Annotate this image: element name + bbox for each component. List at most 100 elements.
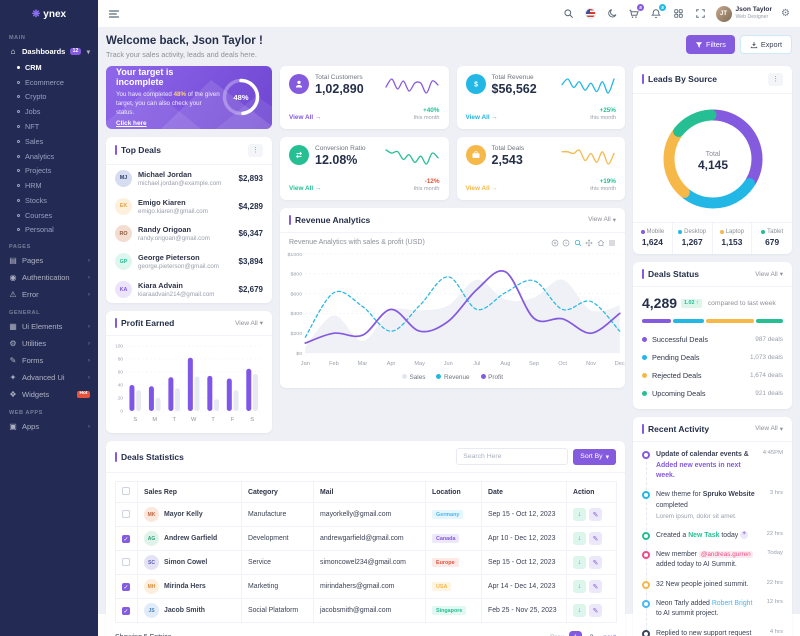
reset-home-icon[interactable] — [597, 239, 605, 247]
menu-icon[interactable] — [608, 239, 616, 247]
panning-icon[interactable] — [585, 239, 593, 247]
top-deal-row-emigo-kiaren[interactable]: EK Emigo Kiaren emigo.kiaren@gmail.com $4,2… — [106, 192, 272, 220]
fullscreen-icon[interactable] — [694, 7, 707, 20]
legend-item-sales: Sales — [401, 373, 425, 381]
pagination-next[interactable]: next — [603, 634, 616, 636]
sidebar-item-apps[interactable]: ▣ Apps › — [9, 422, 90, 432]
download-button[interactable]: ↓ — [573, 532, 586, 546]
download-button[interactable]: ↓ — [573, 580, 586, 594]
sidebar-item-forms[interactable]: ✎ Forms › — [9, 356, 90, 366]
top-deal-row-kiara-advain[interactable]: KA Kiara Advain kiaraadvain214@gmail.com $2… — [106, 276, 272, 304]
row-checkbox[interactable]: ✓ — [122, 534, 130, 543]
selection-zoom-icon[interactable] — [574, 239, 582, 247]
filters-button[interactable]: Filters — [686, 35, 735, 54]
notifications-bell-icon[interactable]: 5 — [650, 3, 666, 20]
sidebar-subitem-stocks[interactable]: Stocks — [0, 193, 98, 208]
sidebar-item-widgets[interactable]: ❖ Widgets Hot — [0, 386, 98, 403]
edit-button[interactable]: ✎ — [589, 532, 602, 546]
stat-view-all-link[interactable]: View All → — [289, 184, 322, 192]
download-button[interactable]: ↓ — [573, 556, 586, 570]
zoom-in-icon[interactable] — [551, 239, 559, 247]
target-click-here-link[interactable]: Click here — [116, 120, 147, 128]
table-row-andrew-garfield: ✓ AG Andrew Garfield Development andrewgarfi… — [115, 526, 617, 552]
svg-text:60: 60 — [118, 370, 124, 375]
sort-by-button[interactable]: Sort By ▾ — [573, 448, 616, 465]
column-header-location[interactable]: Location — [425, 481, 482, 504]
export-button[interactable]: Export — [739, 35, 792, 54]
sidebar-subitem-ecommerce[interactable]: Ecommerce — [0, 75, 98, 90]
sidebar-subitem-sales[interactable]: Sales — [0, 134, 98, 149]
sidebar-item-dashboards[interactable]: ⌂ Dashboards 12 ▾ — [0, 43, 98, 60]
revenue-analytics-title: Revenue Analytics — [289, 214, 370, 225]
settings-gear-icon[interactable]: ⚙ — [781, 8, 790, 19]
top-deal-row-randy-origoan[interactable]: RO Randy Origoan randy.origoan@gmail.com $6… — [106, 220, 272, 248]
search-icon[interactable] — [562, 7, 575, 20]
row-checkbox[interactable] — [122, 557, 130, 566]
sidebar-subitem-nft[interactable]: NFT — [0, 119, 98, 134]
revenue-analytics-view-all[interactable]: View All ▾ — [588, 216, 616, 224]
location-badge: Germany — [432, 510, 464, 520]
language-flag-icon[interactable] — [584, 7, 597, 20]
svg-text:Jul: Jul — [473, 361, 480, 367]
edit-button[interactable]: ✎ — [589, 508, 602, 522]
avatar: GP — [115, 253, 132, 271]
cart-icon[interactable]: 5 — [628, 3, 644, 20]
apps-grid-icon[interactable] — [672, 7, 685, 20]
sidebar-item-advanced-ui[interactable]: ✦ Advanced Ui › — [9, 373, 90, 383]
dark-mode-moon-icon[interactable] — [606, 7, 619, 20]
leads-more-icon[interactable]: ⋮ — [768, 72, 783, 86]
edit-button[interactable]: ✎ — [589, 580, 602, 594]
sidebar-item-error[interactable]: ⚠ Error › — [9, 290, 90, 300]
pagination-page-1[interactable]: 1 — [569, 631, 583, 636]
stat-view-all-link[interactable]: View All → — [289, 113, 322, 121]
sidebar-subitem-jobs[interactable]: Jobs — [0, 104, 98, 119]
pagination-prev[interactable]: Prev — [550, 634, 564, 636]
profit-earned-view-all[interactable]: View All ▾ — [235, 319, 263, 328]
stat-card-total-revenue: $ Total Revenue $56,562 View All → +25% this … — [456, 65, 625, 129]
sidebar-item-utilities[interactable]: ⚙ Utilities › — [9, 339, 90, 349]
sidebar-item-ui-elements[interactable]: ▦ Ui Elements › — [9, 322, 90, 332]
pagination-page-2[interactable]: 2 — [585, 631, 598, 636]
deals-status-view-all[interactable]: View All ▾ — [755, 270, 783, 279]
row-checkbox[interactable]: ✓ — [122, 582, 130, 591]
sidebar-subitem-personal[interactable]: Personal — [0, 223, 98, 238]
zoom-out-icon[interactable] — [562, 239, 570, 247]
sidebar-subitem-projects[interactable]: Projects — [0, 163, 98, 178]
column-header-date[interactable]: Date — [481, 481, 567, 504]
stat-sparkline — [384, 148, 439, 165]
sidebar-item-authentication[interactable]: ◉ Authentication › — [9, 273, 91, 283]
row-checkbox[interactable] — [122, 509, 130, 518]
download-button[interactable]: ↓ — [573, 604, 586, 618]
column-header-mail[interactable]: Mail — [313, 481, 426, 504]
status-bar-segment — [672, 319, 704, 323]
sidebar-subitem-crm[interactable]: CRM — [0, 60, 98, 75]
sidebar-subitem-hrm[interactable]: HRM — [0, 178, 98, 193]
user-profile-menu[interactable]: JT Json Taylor Web Designer — [715, 5, 772, 22]
download-button[interactable]: ↓ — [573, 508, 586, 522]
brand-logo[interactable]: ❋ ynex — [0, 0, 98, 28]
top-deals-more-icon[interactable]: ⋮ — [248, 143, 263, 157]
top-deal-row-michael-jordan[interactable]: MJ Michael Jordan michael.jordan@example.c… — [106, 165, 272, 193]
sidebar-subitem-courses[interactable]: Courses — [0, 208, 98, 223]
leads-legend-tablet: Tablet 679 — [752, 223, 792, 255]
stat-view-all-link[interactable]: View All → — [465, 113, 498, 121]
hamburger-menu-icon[interactable] — [108, 8, 120, 20]
select-all-checkbox[interactable] — [122, 487, 130, 496]
filter-icon — [695, 41, 703, 48]
date-cell: Sep 15 - Oct 12, 2023 — [481, 502, 567, 528]
recent-activity-card: Recent Activity View All ▾ Update of cale… — [633, 416, 792, 636]
stat-view-all-link[interactable]: View All → — [465, 184, 498, 192]
row-checkbox[interactable]: ✓ — [122, 606, 130, 615]
top-deal-row-george-pieterson[interactable]: GP George Pieterson george.pieterson@gmail… — [106, 248, 272, 276]
edit-button[interactable]: ✎ — [589, 604, 602, 618]
table-search-input[interactable] — [456, 448, 569, 466]
recent-activity-view-all[interactable]: View All ▾ — [755, 425, 783, 433]
plus-icon[interactable]: + — [740, 530, 749, 539]
sidebar-item-pages[interactable]: ▤ Pages › — [9, 256, 90, 266]
column-header-category[interactable]: Category — [241, 481, 314, 504]
sidebar-subitem-crypto[interactable]: Crypto — [0, 90, 98, 105]
sidebar-subitem-analytics[interactable]: Analytics — [0, 149, 98, 164]
edit-button[interactable]: ✎ — [589, 556, 602, 570]
column-header-action[interactable]: Action — [566, 481, 617, 504]
column-header-sales-rep[interactable]: Sales Rep — [137, 481, 242, 504]
